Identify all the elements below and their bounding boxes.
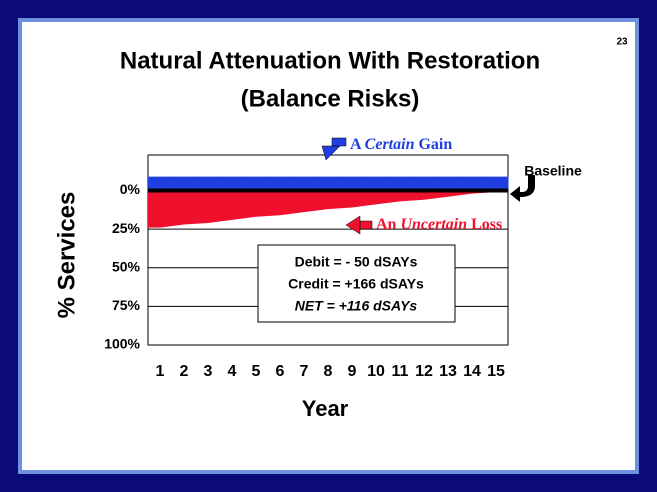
gain-segment — [364, 176, 389, 191]
gain-segment — [148, 176, 173, 191]
y-tick-label: 75% — [112, 297, 141, 313]
gain-segment — [460, 176, 485, 191]
gain-segment — [436, 176, 461, 191]
gain-segment — [388, 176, 413, 191]
summary-box — [257, 244, 456, 323]
x-tick-label: 7 — [300, 363, 309, 380]
gain-segment — [172, 176, 197, 191]
x-tick-label: 14 — [463, 363, 481, 380]
y-tick-label: 0% — [120, 181, 141, 197]
label-part: Uncertain — [400, 216, 467, 233]
y-axis-label: % Services — [53, 192, 80, 319]
summary-line: Credit = +166 dSAYs — [288, 276, 424, 292]
x-tick-label: 3 — [204, 363, 213, 380]
x-tick-label: 10 — [367, 363, 385, 380]
label-part: An — [376, 216, 400, 233]
loss-arrow — [345, 215, 373, 235]
summary-line: Debit = - 50 dSAYs — [295, 254, 418, 270]
x-tick-label: 9 — [348, 363, 357, 380]
loss-label: An Uncertain Loss — [376, 216, 502, 233]
gain-segment — [412, 176, 437, 191]
slide-number: 23 — [616, 37, 628, 48]
summary-line: NET = +116 dSAYs — [295, 298, 418, 314]
x-tick-label: 5 — [252, 363, 261, 380]
title-line: Natural Attenuation With Restoration — [120, 47, 540, 74]
label-part: Gain — [414, 136, 452, 153]
x-axis-label: Year — [302, 396, 349, 421]
y-tick-label: 25% — [112, 220, 141, 236]
title-line: (Balance Risks) — [241, 85, 420, 112]
x-tick-label: 6 — [276, 363, 285, 380]
baseline-arrow — [510, 175, 535, 202]
marks: 0%25%50%75%100%1 2 3 4 5 6 7 8 9 10 11 12 13 14 15 — [104, 176, 509, 380]
x-tick-label: 4 — [228, 363, 237, 380]
gain-segment — [292, 176, 317, 191]
baseline-label: Baseline — [524, 163, 582, 179]
label-part: A — [350, 136, 365, 153]
x-tick-label: 13 — [439, 363, 457, 380]
gain-segment — [316, 176, 341, 191]
gain-segment — [220, 176, 245, 191]
x-tick-label: 1 — [156, 363, 165, 380]
gain-segment — [244, 176, 269, 191]
gain-arrow — [321, 137, 347, 161]
gain-segment — [340, 176, 365, 191]
x-tick-label: 8 — [324, 363, 333, 380]
gain-label: A Certain Gain — [350, 136, 452, 153]
label-part: Certain — [365, 136, 415, 153]
x-tick-label: 2 — [180, 363, 189, 380]
x-tick-label: 15 — [487, 363, 505, 380]
y-tick-label: 100% — [104, 336, 140, 352]
loss-area — [148, 190, 508, 228]
gain-segment — [484, 176, 509, 191]
x-tick-label: 12 — [415, 363, 433, 380]
label-part: Loss — [467, 216, 502, 233]
y-tick-label: 50% — [112, 258, 141, 274]
gain-segment — [196, 176, 221, 191]
x-tick-label: 11 — [392, 363, 409, 380]
gain-segment — [268, 176, 293, 191]
